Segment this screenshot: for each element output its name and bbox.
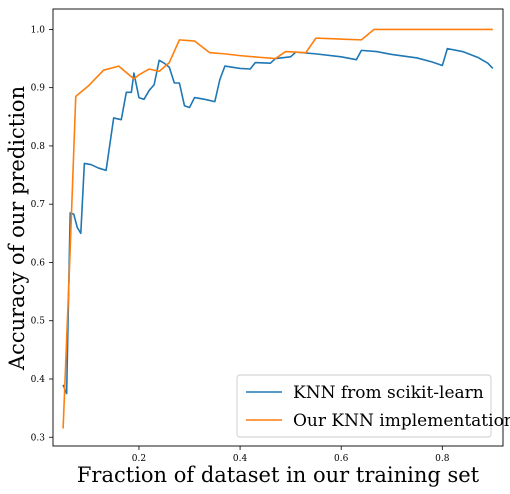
x-axis: 0.2 0.4 0.6 0.8 — [132, 446, 450, 464]
x-axis-label: Fraction of dataset in our training set — [77, 463, 480, 487]
y-tick-label: 0.6 — [31, 258, 46, 268]
y-tick-label: 0.5 — [31, 317, 46, 327]
y-tick-label: 0.7 — [31, 200, 46, 210]
legend-label-ours: Our KNN implementation — [293, 411, 510, 431]
y-tick-label: 0.9 — [31, 84, 46, 94]
y-axis: 0.3 0.4 0.5 0.6 0.7 0.8 0.9 1.0 — [31, 25, 53, 443]
y-tick-label: 1.0 — [31, 25, 46, 35]
y-tick-label: 0.4 — [31, 375, 46, 385]
legend: KNN from scikit-learn Our KNN implementa… — [237, 375, 510, 437]
y-axis-label: Accuracy of our prediction — [5, 86, 29, 371]
y-tick-label: 0.3 — [31, 433, 46, 443]
legend-label-scikit: KNN from scikit-learn — [293, 383, 484, 403]
y-tick-label: 0.8 — [31, 142, 46, 152]
